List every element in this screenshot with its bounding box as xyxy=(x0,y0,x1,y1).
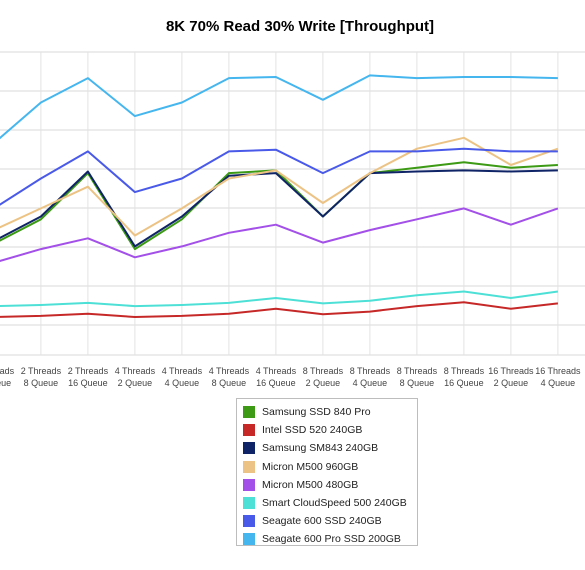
x-tick-label: 8 Threads xyxy=(397,366,438,376)
x-tick-label: 2 Queue xyxy=(118,378,153,388)
legend-label: Seagate 600 SSD 240GB xyxy=(262,515,382,528)
legend-item: Seagate 600 Pro SSD 200GB xyxy=(243,530,417,548)
legend-swatch xyxy=(243,478,255,491)
x-tick-label: 16 Threads xyxy=(488,366,534,376)
legend-label: Micron M500 960GB xyxy=(262,460,359,473)
series-line-8 xyxy=(0,74,558,140)
x-tick-label: 8 Threads xyxy=(303,366,344,376)
legend-swatch xyxy=(243,533,255,546)
x-tick-label: 4 Threads xyxy=(256,366,297,376)
series-line-7 xyxy=(0,147,558,206)
legend-swatch xyxy=(243,515,255,528)
x-tick-label: 4 Queue xyxy=(541,378,576,388)
line-chart: 2 Threads 4 Queue 2 Threads 8 Queue 2 Thread… xyxy=(0,51,585,388)
legend-swatch xyxy=(243,406,255,419)
legend-label: Seagate 600 Pro SSD 200GB xyxy=(262,533,401,546)
legend-item: Micron M500 480GB xyxy=(243,476,417,494)
x-tick-label: 16 Queue xyxy=(444,378,484,388)
legend-label: Samsung SM843 240GB xyxy=(262,442,379,455)
x-tick-label: 4 Queue xyxy=(353,378,388,388)
x-tick-label: 2 Queue xyxy=(494,378,529,388)
x-tick-label: 2 Threads xyxy=(0,366,15,376)
legend-swatch xyxy=(243,442,255,455)
x-tick-label: 16 Queue xyxy=(68,378,108,388)
legend-item: Samsung SSD 840 Pro xyxy=(243,403,417,421)
series-line-4 xyxy=(0,136,559,237)
x-tick-label: 4 Threads xyxy=(162,366,203,376)
legend-label: Samsung SSD 840 Pro xyxy=(262,406,371,419)
legend-item: Seagate 600 SSD 240GB xyxy=(243,512,417,530)
series-line-3 xyxy=(0,169,558,248)
legend-swatch xyxy=(243,497,255,510)
x-tick-label: 16 Threads xyxy=(535,366,581,376)
x-tick-label: 16 Queue xyxy=(256,378,296,388)
legend-item: Samsung SM843 240GB xyxy=(243,439,417,457)
x-tick-label: 8 Queue xyxy=(24,378,59,388)
legend-label: Micron M500 480GB xyxy=(262,478,359,491)
x-tick-label: 4 Queue xyxy=(0,378,11,388)
series-line-2 xyxy=(0,301,559,318)
legend-swatch xyxy=(243,460,255,473)
chart-legend: Samsung SSD 840 Pro Intel SSD 520 240GB Sa… xyxy=(236,398,418,546)
chart-title: 8K 70% Read 30% Write [Throughput] xyxy=(165,18,435,35)
legend-item: Smart CloudSpeed 500 240GB xyxy=(243,494,417,512)
series-line-5 xyxy=(0,207,559,262)
legend-item: Intel SSD 520 240GB xyxy=(243,421,417,439)
x-tick-label: 8 Threads xyxy=(444,366,485,376)
x-tick-label: 8 Threads xyxy=(350,366,391,376)
x-tick-label: 4 Threads xyxy=(115,366,156,376)
x-tick-label: 2 Threads xyxy=(68,366,109,376)
x-tick-label: 8 Queue xyxy=(212,378,247,388)
x-tick-label: 2 Threads xyxy=(21,366,62,376)
x-tick-label: 2 Queue xyxy=(306,378,341,388)
x-tick-label: 8 Queue xyxy=(400,378,435,388)
legend-item: Micron M500 960GB xyxy=(243,458,417,476)
series-line-6 xyxy=(0,290,559,308)
legend-label: Intel SSD 520 240GB xyxy=(262,424,363,437)
x-tick-label: 4 Queue xyxy=(165,378,200,388)
legend-swatch xyxy=(243,424,255,437)
x-tick-label: 4 Threads xyxy=(209,366,250,376)
legend-label: Smart CloudSpeed 500 240GB xyxy=(262,497,407,510)
